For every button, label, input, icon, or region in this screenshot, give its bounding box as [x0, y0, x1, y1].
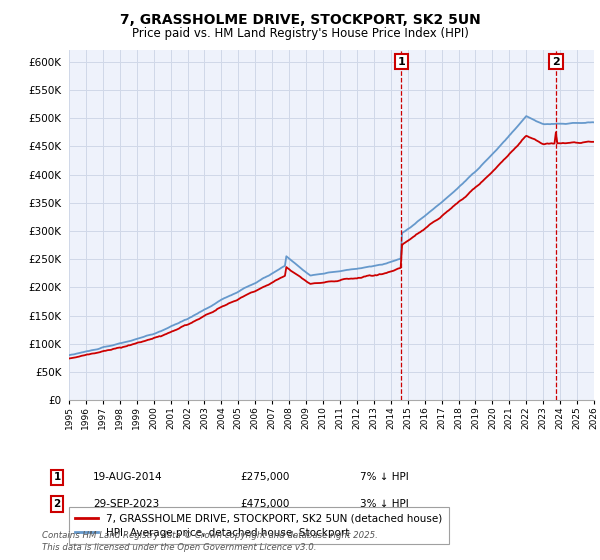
Text: 7% ↓ HPI: 7% ↓ HPI — [360, 472, 409, 482]
Line: 7, GRASSHOLME DRIVE, STOCKPORT, SK2 5UN (detached house): 7, GRASSHOLME DRIVE, STOCKPORT, SK2 5UN … — [69, 132, 594, 358]
Text: 2: 2 — [552, 57, 560, 67]
HPI: Average price, detached house, Stockport: (2.02e+03, 4.89e+05): Average price, detached house, Stockport… — [545, 121, 553, 128]
7, GRASSHOLME DRIVE, STOCKPORT, SK2 5UN (detached house) — [153, 334, 160, 340]
HPI: Average price, detached house, Stockport: (2e+03, 8.94e+04): Average price, detached house, Stockport… — [91, 347, 98, 353]
HPI: Average price, detached house, Stockport: (2e+03, 1.2e+05): Average price, detached house, Stockport… — [153, 329, 160, 336]
HPI: Average price, detached house, Stockport: (2.02e+03, 5.04e+05): Average price, detached house, Stockport… — [523, 113, 530, 119]
Text: 2: 2 — [53, 499, 61, 509]
7, GRASSHOLME DRIVE, STOCKPORT, SK2 5UN (detached house) — [150, 335, 157, 342]
Text: 7, GRASSHOLME DRIVE, STOCKPORT, SK2 5UN: 7, GRASSHOLME DRIVE, STOCKPORT, SK2 5UN — [119, 13, 481, 27]
Text: 1: 1 — [53, 472, 61, 482]
7, GRASSHOLME DRIVE, STOCKPORT, SK2 5UN (detached house) — [91, 350, 98, 357]
Line: HPI: Average price, detached house, Stockport: HPI: Average price, detached house, Stoc… — [69, 116, 594, 355]
Text: This data is licensed under the Open Government Licence v3.0.: This data is licensed under the Open Gov… — [42, 543, 317, 552]
Text: 1: 1 — [398, 57, 406, 67]
Text: 19-AUG-2014: 19-AUG-2014 — [93, 472, 163, 482]
HPI: Average price, detached house, Stockport: (2.03e+03, 4.93e+05): Average price, detached house, Stockport… — [585, 119, 592, 125]
7, GRASSHOLME DRIVE, STOCKPORT, SK2 5UN (detached house) — [544, 140, 551, 147]
7, GRASSHOLME DRIVE, STOCKPORT, SK2 5UN (detached house) — [590, 138, 598, 145]
HPI: Average price, detached house, Stockport: (2.03e+03, 4.92e+05): Average price, detached house, Stockport… — [590, 119, 598, 126]
Text: £275,000: £275,000 — [240, 472, 289, 482]
HPI: Average price, detached house, Stockport: (2e+03, 1.18e+05): Average price, detached house, Stockport… — [150, 331, 157, 338]
Text: Contains HM Land Registry data © Crown copyright and database right 2025.: Contains HM Land Registry data © Crown c… — [42, 531, 378, 540]
Text: Price paid vs. HM Land Registry's House Price Index (HPI): Price paid vs. HM Land Registry's House … — [131, 27, 469, 40]
HPI: Average price, detached house, Stockport: (2e+03, 1.66e+05): Average price, detached house, Stockport… — [206, 304, 214, 310]
7, GRASSHOLME DRIVE, STOCKPORT, SK2 5UN (detached house) — [65, 355, 73, 362]
Legend: 7, GRASSHOLME DRIVE, STOCKPORT, SK2 5UN (detached house), HPI: Average price, de: 7, GRASSHOLME DRIVE, STOCKPORT, SK2 5UN … — [69, 507, 449, 544]
HPI: Average price, detached house, Stockport: (2e+03, 8.01e+04): Average price, detached house, Stockport… — [65, 352, 73, 358]
Text: 29-SEP-2023: 29-SEP-2023 — [93, 499, 159, 509]
7, GRASSHOLME DRIVE, STOCKPORT, SK2 5UN (detached house) — [585, 138, 592, 145]
Text: 3% ↓ HPI: 3% ↓ HPI — [360, 499, 409, 509]
Text: £475,000: £475,000 — [240, 499, 289, 509]
7, GRASSHOLME DRIVE, STOCKPORT, SK2 5UN (detached house) — [206, 310, 214, 316]
7, GRASSHOLME DRIVE, STOCKPORT, SK2 5UN (detached house) — [552, 129, 559, 136]
